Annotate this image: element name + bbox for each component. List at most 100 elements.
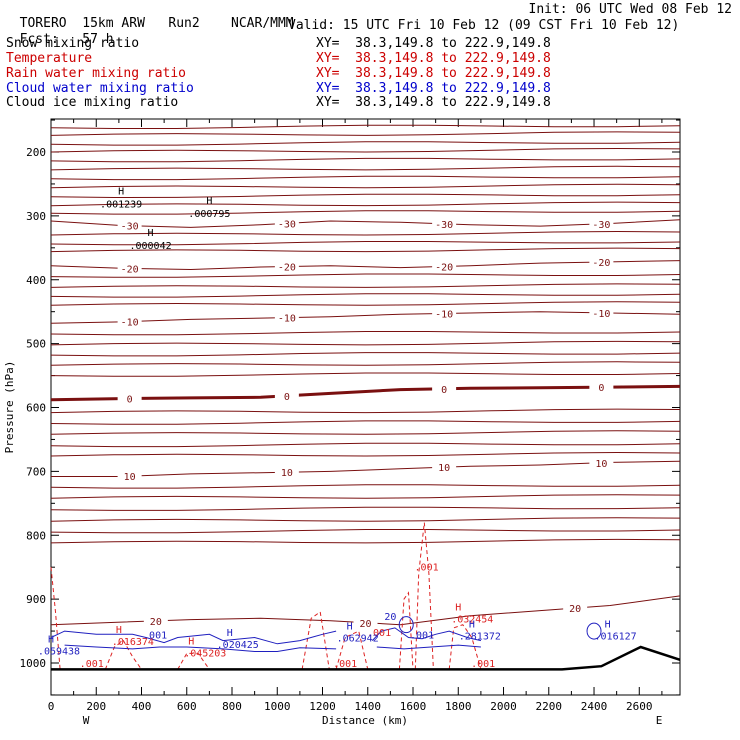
isotherm-label: 10 <box>124 472 136 483</box>
isotherm-label-bg <box>589 381 614 393</box>
temperature-contour <box>50 157 681 163</box>
valid-time: Valid: 15 UTC Fri 10 Feb 12 (09 CST Fri … <box>288 18 680 33</box>
isotherm-10 <box>51 460 681 477</box>
temperature-contour <box>50 141 681 146</box>
isotherm-label-bg <box>432 217 457 229</box>
cloud-water-contour-label: 20 <box>384 612 396 623</box>
isotherm-label: -10 <box>278 314 296 325</box>
snow-max-value: .000042 <box>129 241 171 252</box>
isotherm-label: -10 <box>592 309 610 320</box>
temperature-contour <box>50 361 681 366</box>
cloud-water-contour-label: .001 <box>143 631 167 642</box>
temperature-contour <box>50 529 681 534</box>
rain-contour-label: .001 <box>471 659 495 670</box>
cloud-water-max-marker: H <box>347 622 353 633</box>
isotherm-0 <box>50 384 681 402</box>
isotherm-label-bg <box>432 307 457 319</box>
legend-cloud-ice-xy: XY= 38.3,149.8 to 222.9,149.8 <box>316 95 551 110</box>
snow-max-value: .001239 <box>100 199 142 210</box>
rain-contour-label: .001 <box>333 659 357 670</box>
cloud-water-max-value: .016127 <box>595 632 637 643</box>
legend-cloud-water-xy: XY= 38.3,149.8 to 222.9,149.8 <box>316 81 551 96</box>
temperature-contour <box>50 517 681 522</box>
rain-contour <box>335 630 369 670</box>
x-tick-label: 1400 <box>355 700 382 713</box>
cloud-water-contour <box>398 616 414 634</box>
isotherm-label: 10 <box>281 468 293 479</box>
isotherm-label: 0 <box>284 392 290 403</box>
x-tick-label: 400 <box>132 700 152 713</box>
isotherm-label: -30 <box>278 219 296 230</box>
y-tick-label: 900 <box>26 593 46 606</box>
temperature-contour <box>50 124 681 129</box>
isotherm-label-bg <box>432 461 457 473</box>
temperature-contour <box>50 210 681 215</box>
model-resolution: 15km ARW <box>82 16 145 31</box>
isotherm-label-bg <box>117 470 142 482</box>
x-tick-label: 800 <box>222 700 242 713</box>
temperature-contour <box>50 538 681 544</box>
temperature-contour <box>50 451 681 457</box>
rain-max-marker: H <box>188 636 194 647</box>
isotherm-label: -30 <box>435 220 453 231</box>
cloud-water-contour <box>50 630 337 645</box>
temperature-contour <box>50 301 681 306</box>
cloud-water-max-marker: H <box>48 634 54 645</box>
y-tick-label: 300 <box>26 210 46 223</box>
rain-contour <box>398 591 414 670</box>
isotherm-label: 20 <box>569 604 581 615</box>
temperature-contour <box>50 293 681 298</box>
y-tick-label: 600 <box>26 402 46 415</box>
rain-contour-label: .001 <box>415 562 439 573</box>
isotherm-label: 0 <box>598 383 604 394</box>
cloud-water-max-value: .281372 <box>459 632 501 643</box>
isotherm-label-bg <box>117 219 142 231</box>
run-name: Run2 <box>168 16 200 31</box>
temperature-contour <box>50 247 681 253</box>
isotherm-label: 0 <box>127 394 133 405</box>
temperature-contour <box>50 442 681 448</box>
isotherm-label: -20 <box>121 264 139 275</box>
isotherm-label-bg <box>353 616 378 628</box>
y-axis-title: Pressure (hPa) <box>3 361 16 454</box>
isotherm-label-bg <box>274 217 299 229</box>
temperature-contour <box>50 131 681 136</box>
rain-contour <box>414 522 434 670</box>
rain-contour <box>50 567 61 670</box>
isotherm-label: 0 <box>441 385 447 396</box>
isotherm-label: 10 <box>595 459 607 470</box>
isotherm-minus30 <box>50 219 681 228</box>
cloud-water-contour <box>371 627 482 642</box>
x-axis-title: Distance (km) <box>322 714 408 727</box>
temperature-contour <box>50 230 681 236</box>
temperature-contour <box>50 484 681 489</box>
legend-cloud-water: Cloud water mixing ratio <box>6 81 194 96</box>
temperature-contour <box>50 331 681 336</box>
temperature-contour <box>50 283 681 288</box>
y-tick-label: 200 <box>26 146 46 159</box>
rain-max-marker: H <box>116 625 122 636</box>
rain-contour <box>448 624 482 670</box>
rain-max-value: .016374 <box>112 637 154 648</box>
isotherm-label: -30 <box>121 222 139 233</box>
rain-contour <box>177 652 210 670</box>
isotherm-label: 20 <box>150 617 162 628</box>
x-tick-label: 1000 <box>264 700 291 713</box>
snow-max-marker: H <box>118 186 124 197</box>
temperature-contour <box>50 430 681 435</box>
rain-max-value: .045203 <box>184 648 226 659</box>
cloud-water-contour-label: .001 <box>410 631 434 642</box>
forecast-hours: 57 h <box>82 32 114 47</box>
legend-cloud-ice: Cloud ice mixing ratio <box>6 95 179 110</box>
y-tick-label: 400 <box>26 274 46 287</box>
cloud-water-max-marker: H <box>469 620 475 631</box>
isotherm-label: -30 <box>592 220 610 231</box>
x-end-label-east: E <box>656 714 663 727</box>
legend-temperature: Temperature <box>6 51 93 66</box>
snow-max-marker: H <box>148 228 154 239</box>
rain-contour-label: .001 <box>80 659 104 670</box>
rain-contour <box>104 639 142 670</box>
cloud-water-max-value: .020425 <box>217 640 259 651</box>
isotherm-label-bg <box>563 602 588 614</box>
isotherm-label: -10 <box>435 309 453 320</box>
